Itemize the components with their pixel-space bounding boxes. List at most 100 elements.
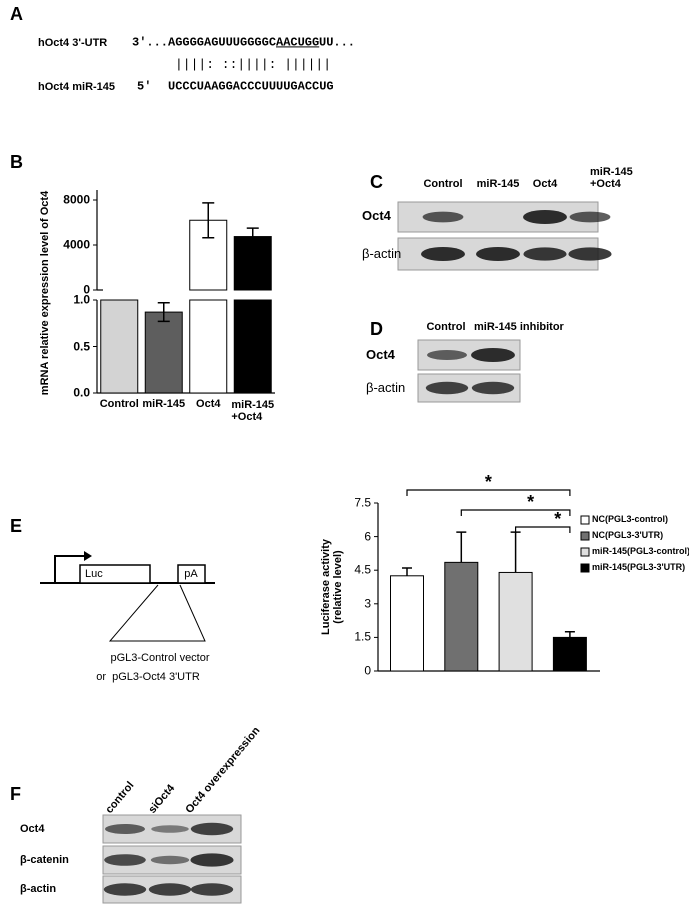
band xyxy=(523,210,567,224)
significance-mark: * xyxy=(554,509,562,530)
legend-swatch xyxy=(580,531,590,541)
y-tick-label: 0 xyxy=(83,282,90,297)
panel-label: D xyxy=(370,319,383,340)
mirna-seq: UCCCUAAGGACCCUUUUGACCUG xyxy=(168,79,334,94)
panel-label: E xyxy=(10,516,23,537)
panel-label: A xyxy=(10,4,23,25)
promoter-arrow xyxy=(54,555,84,583)
bar xyxy=(233,299,272,394)
lane-label: miR-145 xyxy=(476,177,520,190)
row-label: β-catenin xyxy=(20,853,69,866)
bar xyxy=(444,561,479,672)
arrow-head xyxy=(84,551,92,561)
panel-label: F xyxy=(10,784,21,805)
significance-mark: * xyxy=(527,492,535,513)
band xyxy=(190,883,234,896)
y-axis-title: mRNA relative expression level of Oct4 xyxy=(38,190,51,396)
lane-label: Oct4 xyxy=(532,177,558,190)
mirna-name: hOct4 miR-145 xyxy=(38,80,116,93)
significance-mark: * xyxy=(484,472,492,493)
band xyxy=(471,381,515,395)
utr-seq: AGGGGAGUUUGGGGC xyxy=(168,35,277,50)
y-tick-label: 0 xyxy=(364,663,371,678)
y-tick-label: 6 xyxy=(364,529,371,543)
legend-label: NC(PGL3-control) xyxy=(592,514,668,525)
vector-text: pGL3-Control vector xyxy=(110,651,210,664)
x-tick-label: Oct4 xyxy=(196,397,221,410)
band xyxy=(190,853,234,867)
significance-bracket xyxy=(515,526,571,533)
legend-swatch xyxy=(580,547,590,557)
band xyxy=(427,350,467,360)
error-bar xyxy=(510,531,521,573)
y-axis-title: Luciferase activity (relative level) xyxy=(319,539,344,635)
pairing: ||||: ::||||: |||||| xyxy=(175,56,332,72)
bar xyxy=(498,571,533,672)
y-tick-label: 8000 xyxy=(63,192,90,207)
vector-alt-text: or pGL3-Oct4 3'UTR xyxy=(96,670,200,683)
band xyxy=(151,825,189,833)
legend-label: miR-145(PGL3-control) xyxy=(592,546,689,557)
pa-box xyxy=(177,564,206,584)
band xyxy=(568,247,612,261)
panel-label: C xyxy=(370,172,383,193)
legend-swatch xyxy=(580,515,590,525)
row-label: β-actin xyxy=(362,245,402,261)
error-bar xyxy=(246,227,259,246)
bar xyxy=(189,299,228,394)
y-tick-label: 7.5 xyxy=(354,495,371,510)
lane-label: Control xyxy=(426,320,466,333)
band xyxy=(425,381,469,395)
band xyxy=(105,824,145,834)
bar xyxy=(144,311,183,394)
x-tick-label: miR-145 xyxy=(142,397,186,410)
insert-trapezoid xyxy=(108,584,206,642)
band xyxy=(103,883,147,896)
utr-name: hOct4 3'-UTR xyxy=(38,36,108,49)
row-label: Oct4 xyxy=(20,822,45,835)
luc-text: Luc xyxy=(85,567,103,580)
band xyxy=(190,822,234,836)
pa-text: pA xyxy=(184,567,198,580)
bar xyxy=(552,636,587,672)
y-tick-label: 1.5 xyxy=(354,629,371,644)
lane-label: miR-145 inhibitor xyxy=(474,320,564,333)
band xyxy=(150,855,190,865)
band xyxy=(421,247,465,261)
row-label: Oct4 xyxy=(362,207,391,223)
panel-label: B xyxy=(10,152,23,173)
band xyxy=(476,247,520,261)
x-tick-label: miR-145 +Oct4 xyxy=(231,398,275,423)
utr-end: 3'... xyxy=(132,35,169,50)
legend-swatch xyxy=(580,563,590,573)
luc-box xyxy=(79,564,151,584)
lane-label: Control xyxy=(423,177,463,190)
error-bar xyxy=(402,567,412,576)
row-label: β-actin xyxy=(366,379,406,395)
utr-tail: UU... xyxy=(319,35,356,50)
utr-site: AACUGG xyxy=(276,35,320,50)
band xyxy=(104,854,146,866)
y-tick-label: 4.5 xyxy=(354,562,371,577)
row-label: Oct4 xyxy=(366,346,395,362)
band xyxy=(148,883,192,896)
error-bar xyxy=(202,202,215,239)
y-tick-label: 4000 xyxy=(63,237,90,252)
lane-label: miR-145 +Oct4 xyxy=(590,165,633,190)
y-tick-label: 0.0 xyxy=(73,385,90,400)
significance-bracket xyxy=(460,509,571,516)
y-tick-label: 1.0 xyxy=(73,292,90,307)
bar xyxy=(390,575,424,672)
y-tick-label: 0.5 xyxy=(73,338,90,353)
error-bar xyxy=(157,302,170,323)
error-bar xyxy=(564,631,575,638)
legend-label: NC(PGL3-3'UTR) xyxy=(592,530,664,541)
band xyxy=(523,247,567,261)
mirna-end: 5' xyxy=(137,79,152,94)
band xyxy=(569,211,611,223)
x-tick-label: Control xyxy=(99,397,139,410)
y-tick-label: 3 xyxy=(364,596,371,611)
bar xyxy=(100,299,139,394)
